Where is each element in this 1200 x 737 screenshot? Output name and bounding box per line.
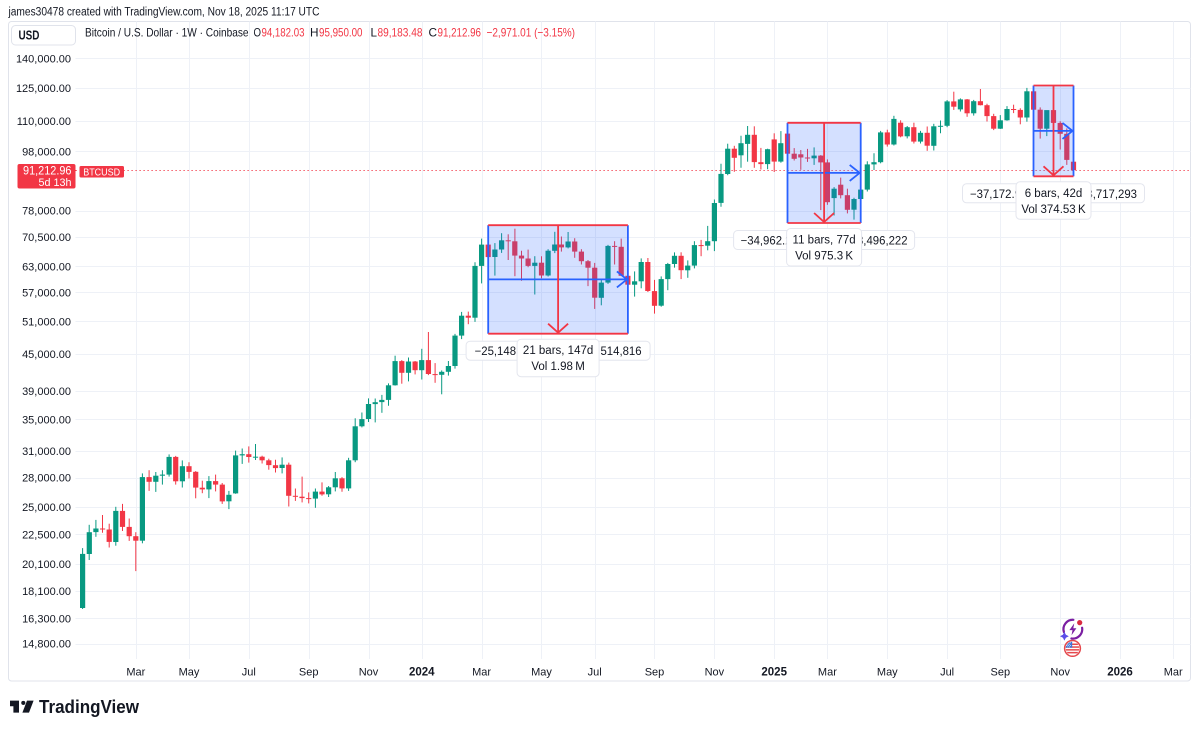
svg-text:91,212.96: 91,212.96 bbox=[438, 26, 482, 40]
svg-text:11 bars, 77d: 11 bars, 77d bbox=[793, 235, 856, 247]
svg-text:89,183.48: 89,183.48 bbox=[378, 26, 423, 40]
svg-text:25,000.00: 25,000.00 bbox=[22, 502, 71, 514]
svg-text:Sep: Sep bbox=[991, 667, 1011, 679]
svg-text:Sep: Sep bbox=[645, 667, 665, 679]
svg-text:21 bars, 147d: 21 bars, 147d bbox=[523, 345, 593, 357]
svg-text:28,000.00: 28,000.00 bbox=[22, 473, 71, 485]
svg-text:Mar: Mar bbox=[1164, 667, 1183, 679]
svg-text:51,000.00: 51,000.00 bbox=[22, 316, 71, 328]
svg-text:May: May bbox=[179, 667, 200, 679]
svg-text:35,000.00: 35,000.00 bbox=[22, 414, 71, 426]
svg-text:18,100.00: 18,100.00 bbox=[22, 586, 71, 598]
svg-text:Jul: Jul bbox=[940, 667, 954, 679]
svg-text:Mar: Mar bbox=[818, 667, 837, 679]
svg-text:Nov: Nov bbox=[705, 667, 725, 679]
svg-text:6 bars, 42d: 6 bars, 42d bbox=[1025, 188, 1083, 200]
svg-text:20,100.00: 20,100.00 bbox=[22, 559, 71, 571]
svg-text:125,000.00: 125,000.00 bbox=[16, 83, 71, 95]
svg-text:78,000.00: 78,000.00 bbox=[22, 206, 71, 218]
svg-text:140,000.00: 140,000.00 bbox=[16, 53, 71, 65]
svg-text:94,182.03: 94,182.03 bbox=[262, 26, 305, 40]
svg-text:98,000.00: 98,000.00 bbox=[22, 146, 71, 158]
svg-text:Nov: Nov bbox=[359, 667, 379, 679]
svg-text:Mar: Mar bbox=[472, 667, 491, 679]
svg-text:May: May bbox=[877, 667, 898, 679]
svg-text:Bitcoin / U.S. Dollar · 1W · C: Bitcoin / U.S. Dollar · 1W · Coinbase bbox=[85, 26, 249, 40]
svg-text:39,000.00: 39,000.00 bbox=[22, 386, 71, 398]
svg-text:L: L bbox=[371, 26, 378, 40]
svg-text:Jul: Jul bbox=[242, 667, 256, 679]
svg-text:110,000.00: 110,000.00 bbox=[17, 116, 71, 128]
svg-text:USD: USD bbox=[19, 29, 40, 43]
svg-text:Mar: Mar bbox=[126, 667, 145, 679]
svg-text:2025: 2025 bbox=[761, 667, 787, 679]
svg-text:May: May bbox=[531, 667, 552, 679]
svg-text:C: C bbox=[429, 26, 438, 40]
svg-text:Sep: Sep bbox=[299, 667, 319, 679]
svg-text:O: O bbox=[254, 26, 262, 40]
svg-text:95,950.00: 95,950.00 bbox=[319, 26, 363, 40]
svg-text:Vol 374.53 K: Vol 374.53 K bbox=[1021, 204, 1086, 216]
svg-text:Jul: Jul bbox=[588, 667, 602, 679]
svg-text:−2,971.01 (−3.15%): −2,971.01 (−3.15%) bbox=[487, 26, 576, 40]
svg-text:16,300.00: 16,300.00 bbox=[22, 613, 71, 625]
svg-text:57,000.00: 57,000.00 bbox=[22, 287, 71, 299]
svg-text:Vol 975.3 K: Vol 975.3 K bbox=[795, 251, 853, 263]
svg-text:Vol 1.98 M: Vol 1.98 M bbox=[531, 361, 584, 373]
svg-text:H: H bbox=[310, 26, 319, 40]
svg-text:70,500.00: 70,500.00 bbox=[22, 232, 71, 244]
svg-text:Nov: Nov bbox=[1050, 667, 1070, 679]
svg-text:45,000.00: 45,000.00 bbox=[22, 349, 71, 361]
svg-text:14,800.00: 14,800.00 bbox=[22, 639, 71, 651]
svg-text:63,000.00: 63,000.00 bbox=[22, 261, 71, 273]
svg-text:91,212.96: 91,212.96 bbox=[23, 164, 72, 178]
svg-text:2024: 2024 bbox=[409, 667, 435, 679]
svg-text:31,000.00: 31,000.00 bbox=[22, 446, 71, 458]
svg-text:22,500.00: 22,500.00 bbox=[22, 530, 71, 542]
svg-text:5d 13h: 5d 13h bbox=[39, 177, 72, 189]
svg-text:2026: 2026 bbox=[1107, 667, 1133, 679]
svg-text:TradingView: TradingView bbox=[39, 697, 140, 717]
svg-text:BTCUSD: BTCUSD bbox=[83, 167, 120, 178]
svg-text:james30478 created with Tradin: james30478 created with TradingView.com,… bbox=[8, 7, 320, 19]
